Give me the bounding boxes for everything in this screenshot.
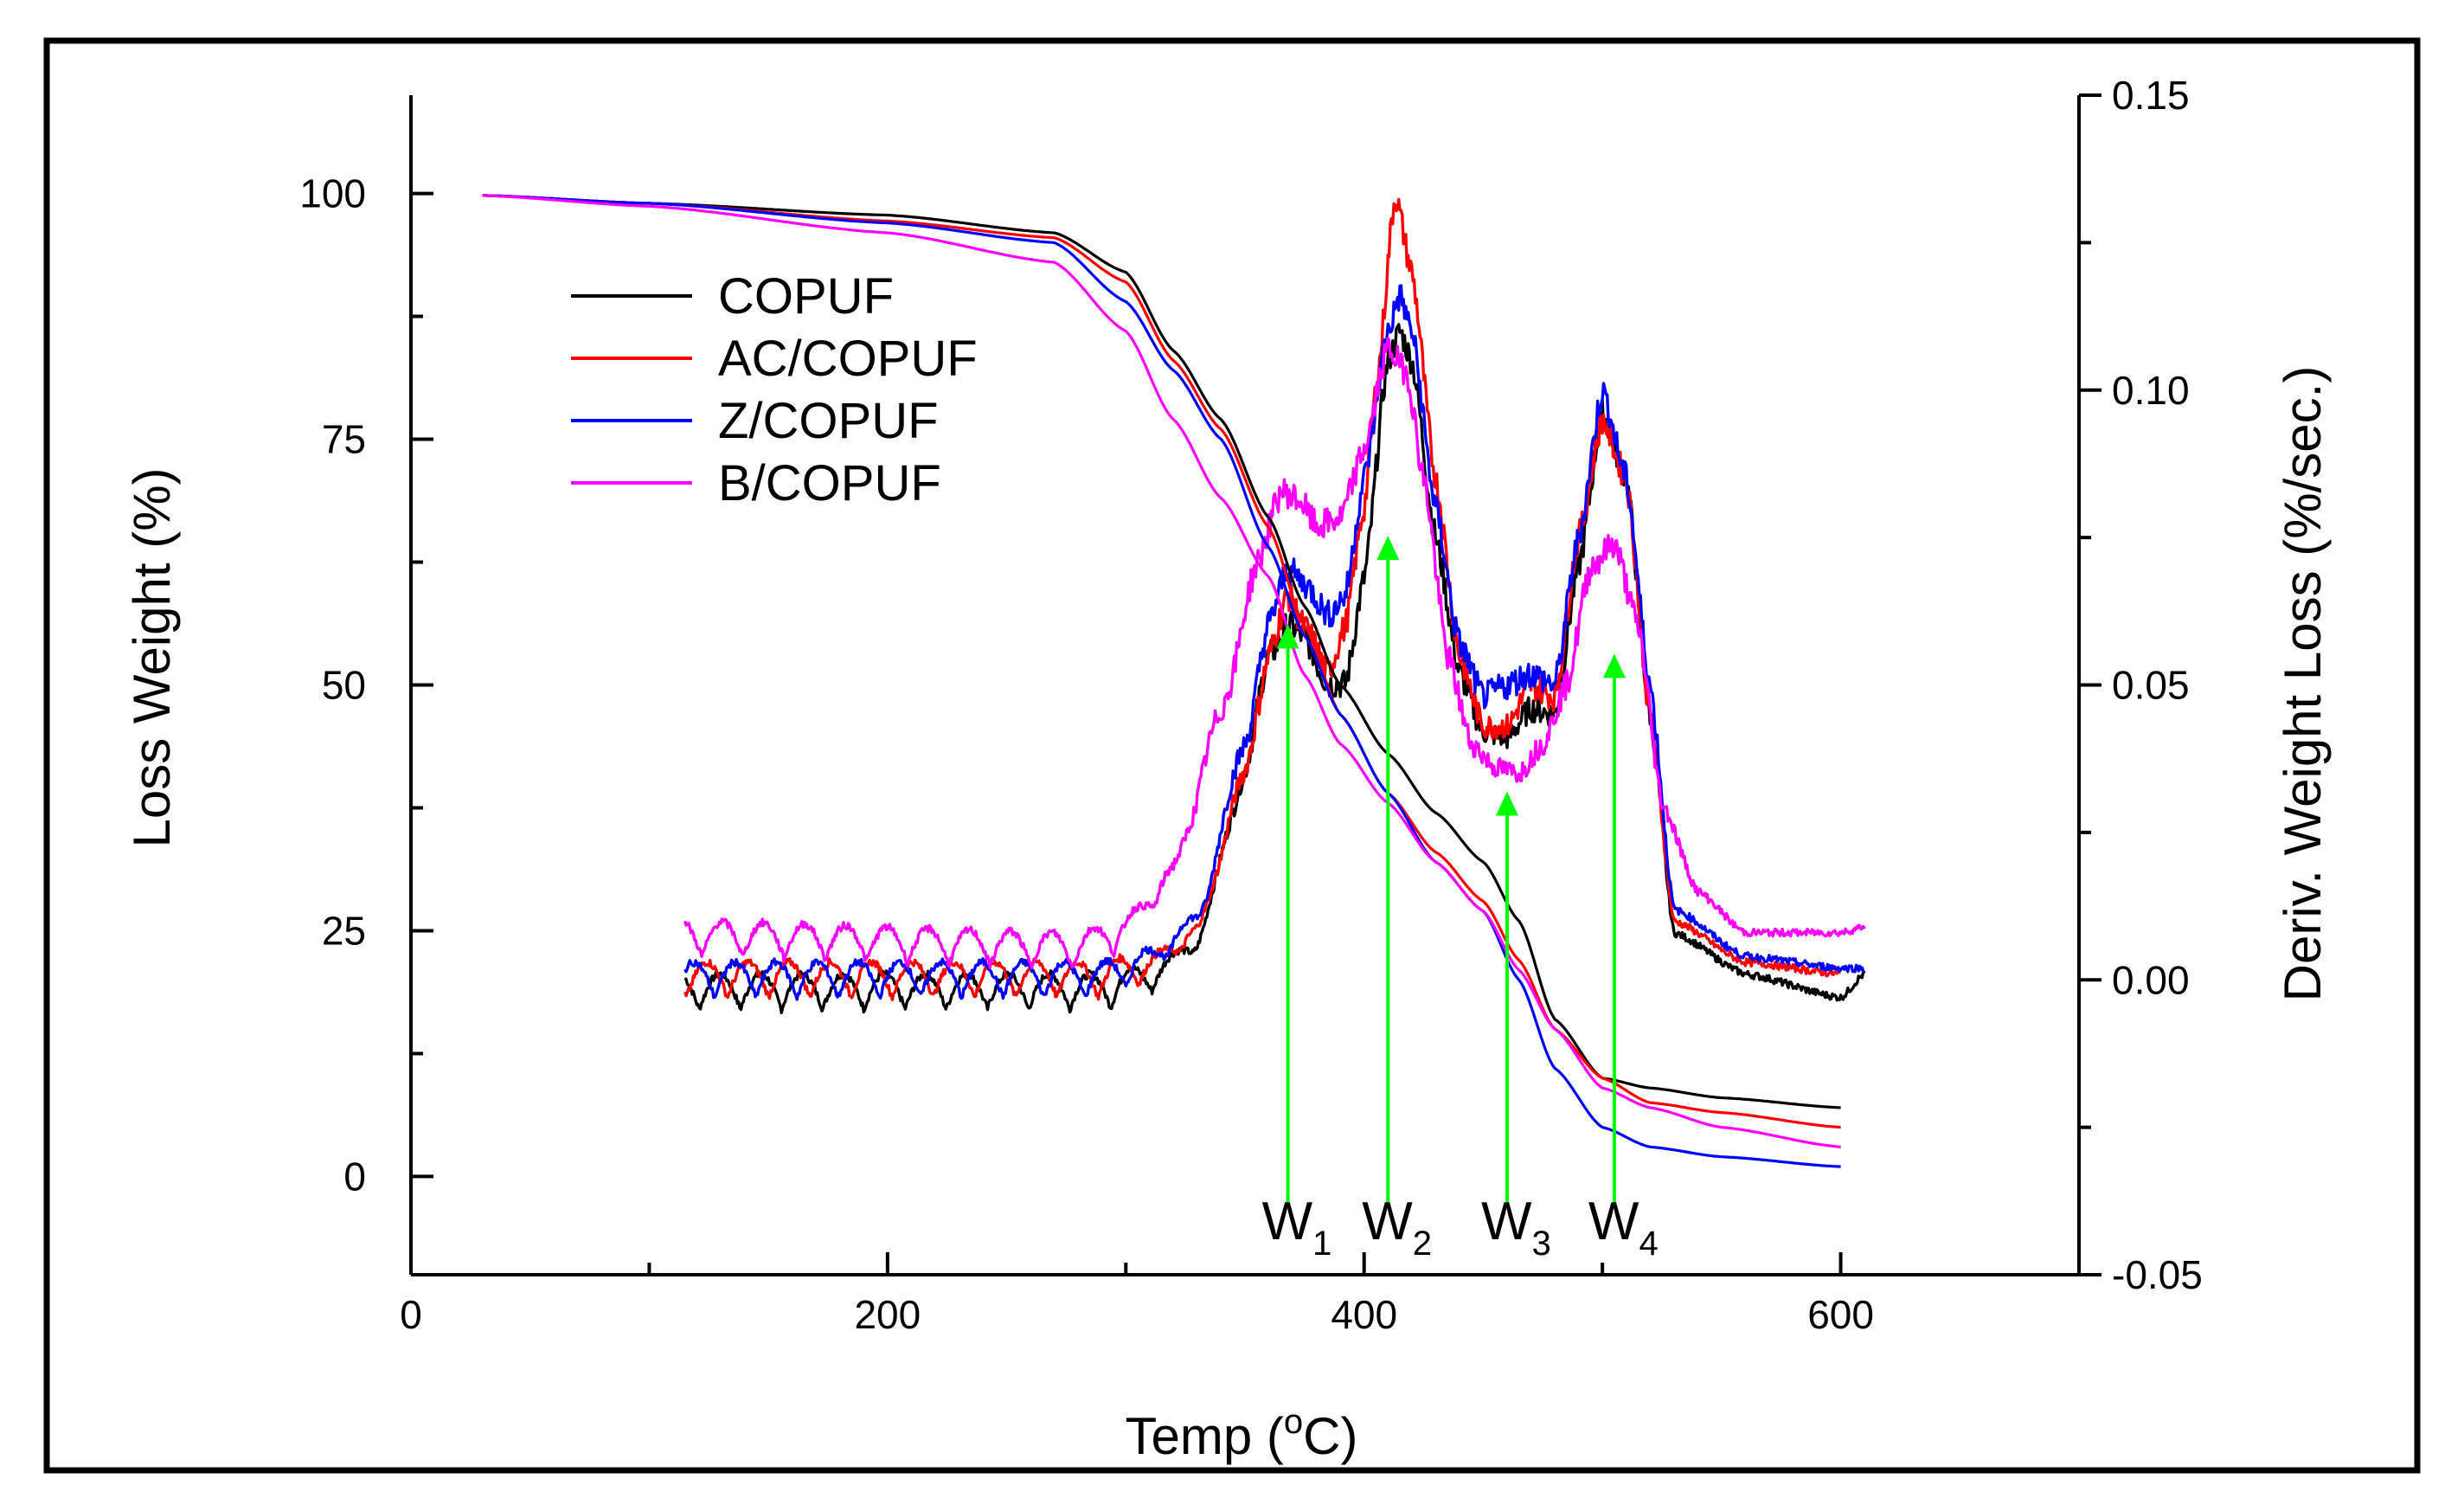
y-tick-label: 75 <box>322 417 366 462</box>
label-w1: W1 <box>1262 1192 1332 1263</box>
y-tick-label: 100 <box>299 171 366 216</box>
x-tick-label: 200 <box>854 1292 921 1337</box>
legend: COPUF AC/COPUF Z/COPUF B/COPUF <box>571 268 978 511</box>
arrow-head-w3 <box>1495 791 1518 816</box>
y-tick-label: 0 <box>343 1154 366 1199</box>
legend-label-b-copuf: B/COPUF <box>718 455 941 511</box>
legend-label-copuf: COPUF <box>718 268 894 325</box>
x-tick-label: 600 <box>1807 1292 1874 1337</box>
x-axis-title: Temp (oC) <box>1126 1403 1358 1465</box>
x-tick-label: 0 <box>400 1292 422 1337</box>
y-axis-title: Loss Weight (%) <box>123 467 181 847</box>
y2-tick-label: 0.15 <box>2112 73 2190 118</box>
arrow-head-w4 <box>1602 653 1626 678</box>
legend-label-ac-copuf: AC/COPUF <box>718 331 978 387</box>
y2-tick-label: -0.05 <box>2112 1252 2203 1297</box>
arrow-head-w1 <box>1276 624 1299 649</box>
dtg-curves <box>683 197 1866 1014</box>
arrows: W1 W2 W3 W4 <box>1262 536 1659 1263</box>
label-w2: W2 <box>1362 1192 1432 1263</box>
y-tick-label: 50 <box>322 663 366 708</box>
y-tick-label: 25 <box>322 908 366 953</box>
y2-tick-label: 0.00 <box>2112 957 2190 1002</box>
outer-frame <box>43 37 2421 1474</box>
label-w4: W4 <box>1588 1192 1659 1263</box>
y2-tick-label: 0.10 <box>2112 368 2190 413</box>
axes: 0 200 400 600 0 25 50 75 100 -0.05 0.00 0.05 0.10 0.1… <box>299 73 2203 1337</box>
dtg-line-z-copuf <box>683 284 1865 1001</box>
x-tick-label: 400 <box>1331 1292 1397 1337</box>
legend-label-z-copuf: Z/COPUF <box>718 393 939 449</box>
dtg-line-b-copuf <box>683 337 1866 969</box>
label-w3: W3 <box>1481 1192 1551 1263</box>
y2-tick-label: 0.05 <box>2112 663 2190 708</box>
dtg-line-ac-copuf <box>683 197 1841 1001</box>
y2-axis-title: Deriv. Weight Loss (%/sec.) <box>2274 366 2332 1002</box>
arrow-head-w2 <box>1376 536 1400 561</box>
